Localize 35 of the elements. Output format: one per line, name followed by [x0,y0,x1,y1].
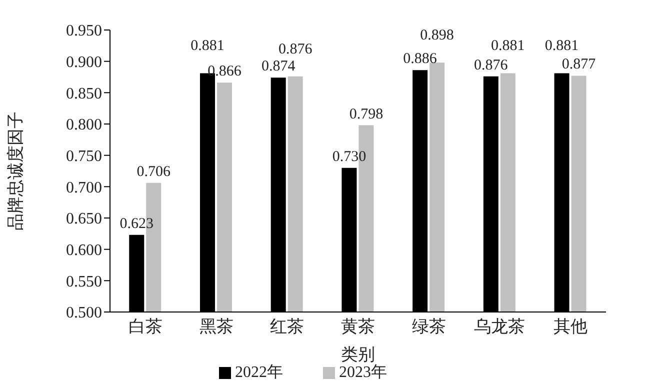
y-tick-label: 0.750 [66,148,102,166]
legend-label: 2023年 [339,364,387,381]
x-tick-label: 黑茶 [199,317,234,336]
y-tick-label: 0.900 [66,54,102,72]
x-axis-title: 类别 [341,345,375,364]
data-label: 0.866 [208,64,242,80]
x-tick-label: 黄茶 [341,317,375,336]
data-label: 0.881 [190,38,224,54]
y-tick-label: 0.950 [66,22,102,40]
x-tick-label: 白茶 [128,317,162,336]
data-label: 0.798 [349,106,384,122]
data-label: 0.706 [136,164,172,180]
x-tick-label: 绿茶 [412,317,446,336]
data-label: 0.876 [278,41,313,58]
x-tick-label: 红茶 [270,317,304,336]
data-label: 0.874 [261,58,296,75]
legend-label: 2022年 [235,364,283,381]
data-label: 0.877 [562,56,596,73]
data-label: 0.881 [491,38,525,54]
y-tick-label: 0.700 [66,179,102,196]
x-tick-label: 乌龙茶 [474,317,526,336]
data-label: 0.730 [332,148,366,165]
y-tick-label: 0.500 [66,304,102,322]
data-label: 0.886 [403,51,438,68]
y-axis-title: 品牌忠诚度因子 [6,112,26,230]
x-tick-label: 其他 [554,317,588,336]
y-tick-label: 0.850 [66,85,102,102]
data-label: 0.623 [120,216,154,232]
y-tick-label: 0.650 [66,210,102,228]
data-label: 0.881 [544,38,579,54]
y-tick-label: 0.600 [66,242,102,260]
data-label: 0.876 [474,57,508,74]
y-tick-label: 0.550 [66,273,102,290]
y-tick-label: 0.800 [66,116,102,134]
data-label: 0.898 [420,28,454,44]
